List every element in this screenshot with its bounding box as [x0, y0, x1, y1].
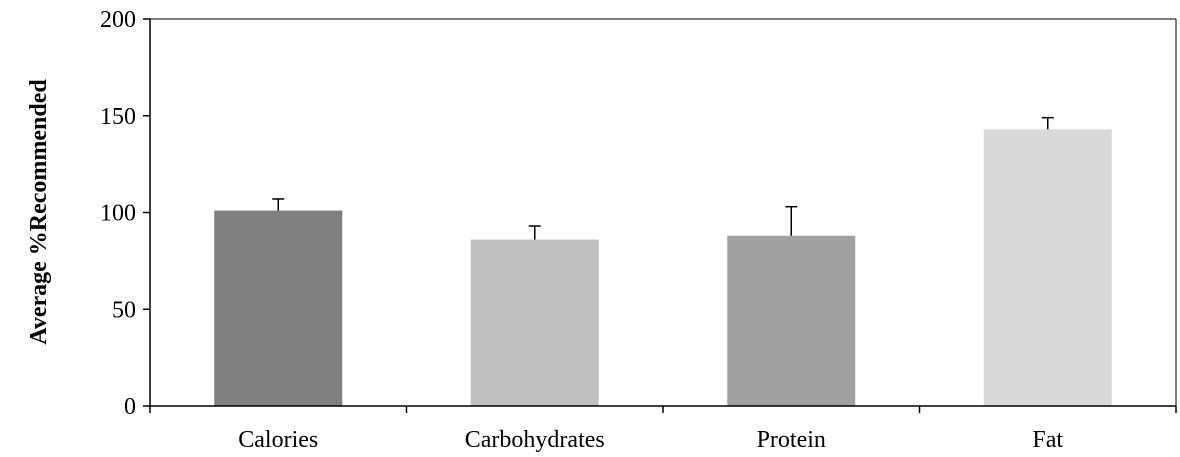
x-tick-label-protein: Protein: [757, 427, 826, 453]
bar-fat: [983, 129, 1112, 407]
error-bars-group: [272, 116, 1054, 240]
x-tick-label-calories: Calories: [238, 427, 318, 453]
bar-carbohydrates: [470, 239, 599, 406]
bar-protein: [727, 235, 856, 406]
plot-frame: [150, 18, 1177, 406]
y-tick-label-50: 50: [112, 297, 136, 323]
y-tick-label-0: 0: [124, 394, 136, 420]
y-tick-labels: 0 50 100 150 200: [100, 7, 136, 420]
x-tick-label-carbohydrates: Carbohydrates: [465, 427, 605, 453]
x-tick-label-fat: Fat: [1032, 427, 1063, 453]
axes-group: [143, 18, 1177, 413]
x-tick-labels: Calories Carbohydrates Protein Fat: [238, 427, 1063, 453]
y-tick-label-150: 150: [100, 104, 136, 130]
y-tick-label-100: 100: [100, 201, 136, 227]
bars-group: [214, 129, 1112, 407]
y-tick-label-200: 200: [100, 7, 136, 33]
bar-calories: [214, 210, 343, 406]
y-axis-title: Average %Recommended: [26, 79, 52, 345]
